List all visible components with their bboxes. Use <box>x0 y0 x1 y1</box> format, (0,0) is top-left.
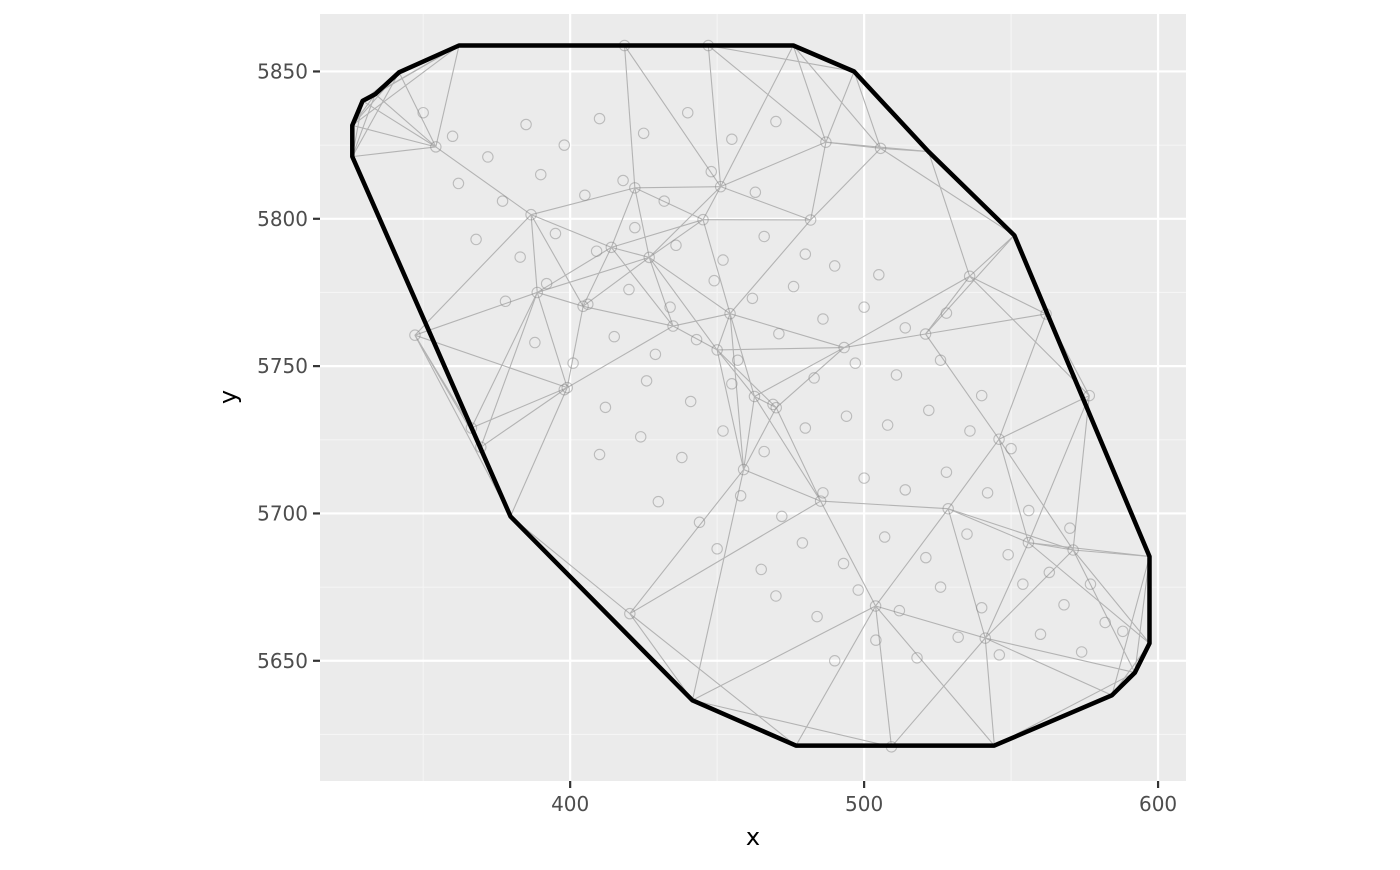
y-tick-label: 5650 <box>257 649 308 673</box>
x-axis: 400 500 600 <box>551 781 1177 816</box>
panel-background <box>320 14 1186 781</box>
y-axis: 5650 5700 5750 5800 5850 <box>257 59 320 672</box>
y-tick-label: 5750 <box>257 354 308 378</box>
y-axis-title: y <box>214 390 242 404</box>
y-tick-label: 5700 <box>257 501 308 525</box>
x-tick-label: 600 <box>1139 792 1177 816</box>
x-axis-title: x <box>746 823 760 851</box>
y-tick-label: 5850 <box>257 59 308 83</box>
x-tick-label: 400 <box>551 792 589 816</box>
y-tick-label: 5800 <box>257 207 308 231</box>
x-tick-label: 500 <box>845 792 883 816</box>
